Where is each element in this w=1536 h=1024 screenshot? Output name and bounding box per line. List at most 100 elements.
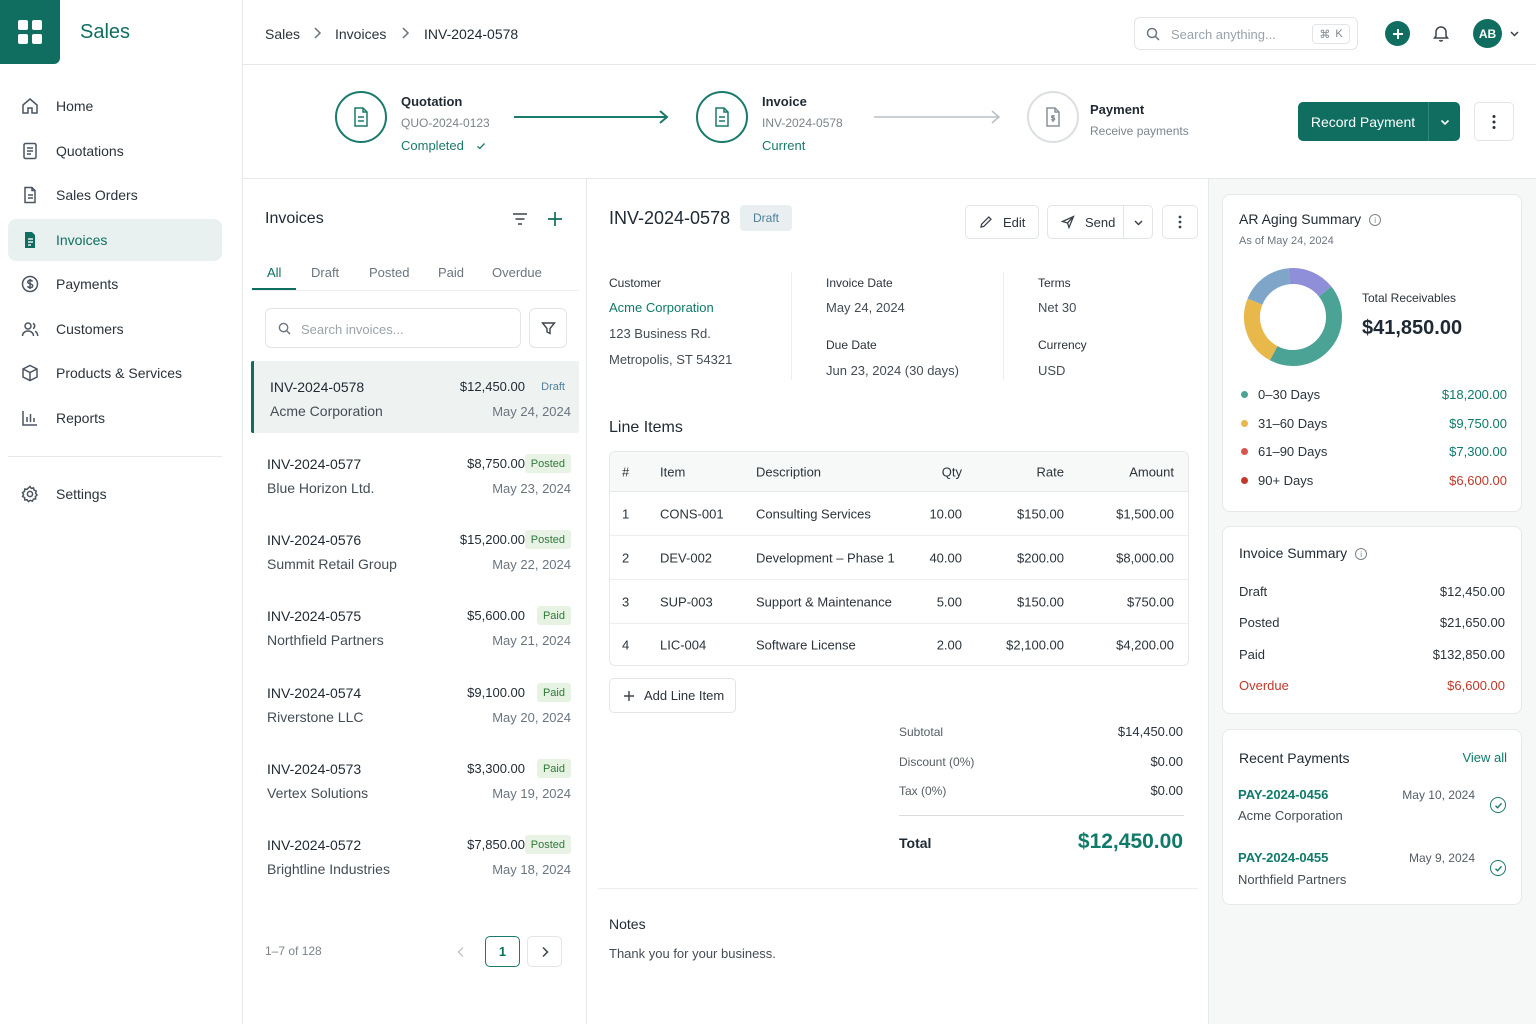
order-icon [20, 185, 40, 205]
chevron-down-icon[interactable] [1124, 217, 1152, 228]
line-item-code: SUP-003 [660, 594, 713, 609]
prev-page-button[interactable] [443, 936, 478, 967]
plus-icon [624, 690, 634, 701]
tab-posted[interactable]: Posted [369, 265, 410, 280]
box-icon [20, 363, 40, 383]
add-line-item-button[interactable]: Add Line Item [609, 678, 736, 713]
step-connector-arrow [514, 110, 669, 124]
status-badge: Posted [524, 454, 571, 473]
column-header: Rate [1036, 464, 1064, 479]
send-button[interactable]: Send [1047, 205, 1153, 239]
invoice-date: May 19, 2024 [492, 786, 571, 801]
summary-value: $21,650.00 [1439, 615, 1505, 630]
sidebar-item-sales-orders[interactable]: Sales Orders [8, 174, 222, 216]
app-logo-icon[interactable] [0, 0, 60, 64]
sidebar-item-home[interactable]: Home [8, 85, 222, 127]
more-actions-button[interactable] [1474, 102, 1514, 141]
sidebar-item-label: Home [56, 98, 94, 114]
line-amount: $1,500.00 [1116, 506, 1174, 521]
invoice-date-value: May 24, 2024 [826, 300, 905, 315]
next-page-button[interactable] [527, 936, 562, 967]
line-qty: 10.00 [929, 506, 962, 521]
invoice-number: INV-2024-0577 [267, 456, 362, 472]
invoice-list-item[interactable]: INV-2024-0576 $15,200.00 Posted Summit R… [251, 514, 579, 586]
tab-overdue[interactable]: Overdue [492, 265, 542, 280]
line-item-code: CONS-001 [660, 506, 724, 521]
edit-button[interactable]: Edit [965, 205, 1039, 239]
payment-customer: Northfield Partners [1238, 872, 1347, 887]
invoice-amount: $7,850.00 [467, 837, 525, 852]
invoice-list-item[interactable]: INV-2024-0573 $3,300.00 Paid Vertex Solu… [251, 743, 579, 815]
breadcrumb-sales[interactable]: Sales [265, 26, 301, 42]
invoice-list-item[interactable]: INV-2024-0578 $12,450.00 Draft Acme Corp… [251, 361, 579, 433]
invoice-amount: $9,100.00 [467, 685, 525, 700]
add-new-button[interactable] [1385, 21, 1410, 46]
record-payment-label[interactable]: Record Payment [1298, 102, 1429, 141]
sidebar-item-payments[interactable]: Payments [8, 263, 222, 305]
line-amount: $8,000.00 [1116, 550, 1174, 565]
global-search-input[interactable]: Search anything... ⌘ K [1134, 17, 1358, 50]
invoice-amount: $8,750.00 [467, 456, 525, 471]
tab-draft[interactable]: Draft [311, 265, 340, 280]
invoice-list-item[interactable]: INV-2024-0577 $8,750.00 Posted Blue Hori… [251, 438, 579, 510]
gear-icon [20, 484, 40, 504]
filter-button[interactable] [529, 308, 567, 348]
tab-paid[interactable]: Paid [438, 265, 465, 280]
bucket-value: $18,200.00 [1441, 387, 1507, 402]
tab-all[interactable]: All [267, 265, 282, 280]
invoice-list-item[interactable]: INV-2024-0575 $5,600.00 Paid Northfield … [251, 590, 579, 662]
payment-number[interactable]: PAY-2024-0455 [1238, 850, 1329, 865]
total-label: Total [899, 835, 932, 851]
invoice-step-icon[interactable] [696, 91, 748, 143]
table-row[interactable]: 4 LIC-004 Software License 2.00 $2,100.0… [610, 623, 1188, 665]
invoice-list-item[interactable]: INV-2024-0572 $7,850.00 Posted Brightlin… [251, 819, 579, 891]
legend-dot [1241, 420, 1248, 427]
plus-icon[interactable] [547, 211, 563, 227]
invoice-customer: Summit Retail Group [267, 556, 397, 572]
address-line: Metropolis, ST 54321 [609, 352, 733, 367]
invoice-date: May 21, 2024 [492, 633, 571, 648]
chevron-down-icon[interactable] [1509, 28, 1520, 39]
avatar[interactable]: AB [1473, 19, 1502, 48]
chevron-down-icon[interactable] [1429, 102, 1460, 141]
sidebar-item-invoices[interactable]: Invoices [8, 219, 222, 261]
invoice-summary-card: Invoice Summary i Draft $12,450.00 Posted… [1222, 526, 1522, 714]
sidebar-item-customers[interactable]: Customers [8, 308, 222, 350]
sidebar-item-quotations[interactable]: Quotations [8, 130, 222, 172]
line-items-table: # Item Description Qty Rate Amount 1 CON… [609, 451, 1189, 666]
sidebar-item-products-services[interactable]: Products & Services [8, 352, 222, 394]
sort-icon[interactable] [512, 212, 528, 226]
sidebar-item-settings[interactable]: Settings [8, 473, 222, 515]
customer-link[interactable]: Acme Corporation [609, 300, 714, 315]
currency-label: Currency [1038, 338, 1087, 352]
info-icon: i [1369, 214, 1382, 226]
chevron-left-icon [456, 946, 464, 957]
table-row[interactable]: 2 DEV-002 Development – Phase 1 40.00 $2… [610, 536, 1188, 580]
table-row[interactable]: 1 CONS-001 Consulting Services 10.00 $15… [610, 492, 1188, 536]
more-actions-button[interactable] [1162, 205, 1198, 239]
step-title: Quotation [401, 94, 463, 109]
breadcrumb-invoices[interactable]: Invoices [335, 26, 387, 42]
line-rate: $200.00 [1017, 550, 1064, 565]
step-reference: QUO-2024-0123 [401, 116, 490, 130]
payment-number[interactable]: PAY-2024-0456 [1238, 787, 1329, 802]
invoice-search-input[interactable]: Search invoices... [265, 308, 521, 348]
sidebar-item-label: Products & Services [56, 365, 183, 381]
record-payment-button[interactable]: Record Payment [1298, 102, 1460, 141]
summary-label: Overdue [1239, 678, 1289, 693]
view-all-link[interactable]: View all [1462, 750, 1507, 765]
invoice-date: May 18, 2024 [492, 862, 571, 877]
invoice-list-item[interactable]: INV-2024-0574 $9,100.00 Paid Riverstone … [251, 667, 579, 739]
pencil-icon [980, 216, 992, 228]
payment-step-icon[interactable] [1027, 91, 1079, 143]
page-button[interactable]: 1 [485, 936, 520, 967]
sidebar-item-reports[interactable]: Reports [8, 397, 222, 439]
table-row[interactable]: 3 SUP-003 Support & Maintenance 5.00 $15… [610, 580, 1188, 624]
line-rate: $2,100.00 [1006, 637, 1064, 653]
invoice-date: May 20, 2024 [492, 710, 571, 725]
invoice-amount: $12,450.00 [459, 379, 525, 394]
bell-icon[interactable] [1431, 23, 1451, 43]
line-description: Development – Phase 1 [756, 550, 895, 565]
line-number: 1 [622, 506, 630, 521]
quotation-step-icon[interactable] [335, 91, 387, 143]
